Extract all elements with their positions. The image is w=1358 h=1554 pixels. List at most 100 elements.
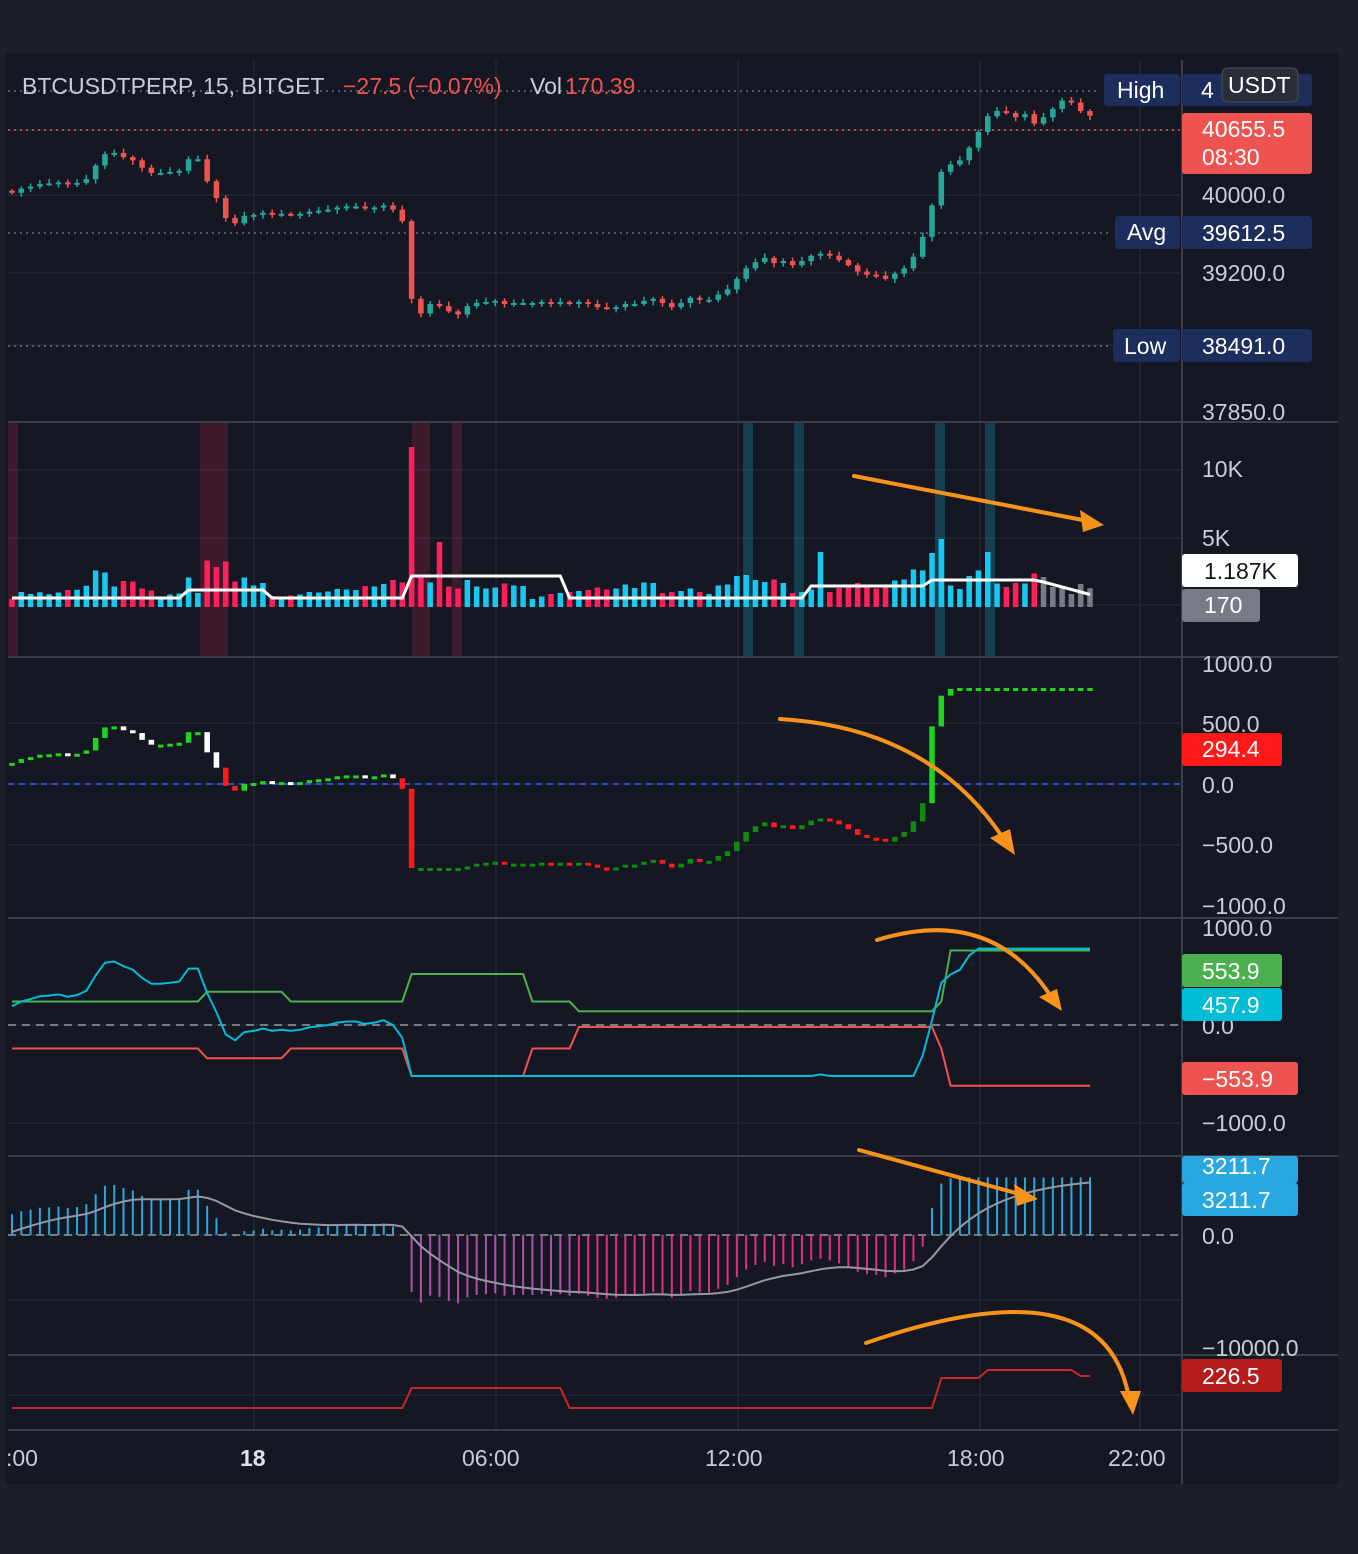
last-price-badge bbox=[1182, 113, 1312, 174]
price-panel[interactable] bbox=[8, 90, 1180, 347]
candle-body bbox=[910, 256, 917, 269]
osc1-bar bbox=[120, 726, 127, 731]
osc1-bar bbox=[557, 862, 564, 866]
candle-body bbox=[706, 299, 712, 302]
volume-bar bbox=[761, 582, 768, 607]
oscillator-1-axis[interactable]: 1000.0 500.0 294.4 0.0 −500.0 −1000.0 bbox=[1182, 651, 1286, 919]
oscillator-4-panel[interactable] bbox=[12, 1369, 1090, 1409]
candle-body bbox=[538, 301, 545, 304]
candle-body bbox=[1059, 100, 1065, 109]
candle-body bbox=[55, 182, 62, 185]
osc1-bar bbox=[585, 862, 591, 866]
candle-body bbox=[659, 298, 666, 303]
oscillator-3-axis[interactable]: 3211.7 3211.7 0.0 −10000.0 bbox=[1182, 1153, 1299, 1361]
osc1-bar bbox=[576, 862, 582, 866]
osc1-bar bbox=[343, 775, 350, 779]
candle-body bbox=[473, 302, 480, 307]
volume-bar bbox=[752, 580, 759, 607]
candle-body bbox=[120, 152, 127, 158]
volume-bar bbox=[464, 580, 471, 607]
candle-body bbox=[1077, 102, 1084, 111]
osc1-bar bbox=[427, 868, 433, 871]
osc1-bar bbox=[64, 753, 71, 757]
candle-body bbox=[724, 289, 731, 295]
volume-bar bbox=[836, 588, 842, 607]
volume-bar bbox=[910, 569, 917, 607]
osc4-value: 226.5 bbox=[1202, 1363, 1260, 1389]
volume-bar bbox=[213, 567, 220, 607]
osc2-down-arrow bbox=[875, 928, 1052, 997]
osc1-bar bbox=[455, 868, 461, 871]
osc3-down-arrow bbox=[857, 1148, 1025, 1197]
candle-body bbox=[185, 159, 192, 171]
osc1-bar bbox=[938, 695, 945, 727]
candle-body bbox=[64, 182, 71, 185]
osc1-tick-1000: 1000.0 bbox=[1202, 651, 1272, 677]
osc1-bar bbox=[334, 776, 341, 780]
osc1-bar bbox=[529, 863, 536, 867]
price-tick-37850: 37850.0 bbox=[1202, 399, 1285, 425]
volume-bar bbox=[994, 583, 1000, 607]
volume-bar bbox=[1087, 588, 1093, 607]
candle-body bbox=[585, 301, 591, 305]
candle-body bbox=[1040, 117, 1047, 124]
osc3-down-arrow-head bbox=[1014, 1184, 1038, 1206]
volume-bar bbox=[195, 593, 201, 607]
osc1-bar bbox=[157, 744, 164, 748]
volume-bar bbox=[957, 589, 963, 607]
oscillator-4-axis[interactable]: 226.5 bbox=[1182, 1359, 1282, 1392]
volume-bar bbox=[9, 599, 15, 607]
osc1-bar bbox=[669, 863, 675, 868]
osc1-bar bbox=[957, 688, 963, 691]
osc1-bar bbox=[538, 862, 545, 866]
osc1-bar bbox=[353, 775, 359, 779]
candle-body bbox=[83, 179, 90, 183]
osc1-bar bbox=[9, 762, 15, 766]
candle-body bbox=[985, 116, 991, 132]
oscillator-2-axis[interactable]: 1000.0 0.0 553.9 457.9 −553.9 −1000.0 bbox=[1182, 915, 1298, 1136]
osc1-bar bbox=[111, 726, 117, 730]
volume-highlight-cyan bbox=[794, 423, 804, 656]
candle-body bbox=[250, 214, 257, 217]
osc1-bar bbox=[27, 757, 34, 761]
candle-body bbox=[641, 300, 647, 305]
oscillator-2-panel[interactable] bbox=[8, 947, 1180, 1087]
candle-body bbox=[687, 297, 694, 303]
candle-body bbox=[380, 205, 387, 208]
volume-bar bbox=[511, 585, 517, 607]
currency-button[interactable] bbox=[1221, 67, 1299, 103]
volume-tick-5k: 5K bbox=[1202, 525, 1231, 551]
volume-highlight-red bbox=[8, 423, 18, 656]
osc1-bar bbox=[678, 863, 684, 868]
candle-body bbox=[111, 152, 117, 155]
osc2-line-badge bbox=[1182, 988, 1282, 1021]
osc1-down-arrow bbox=[778, 717, 1005, 840]
volume-axis[interactable]: 10K 5K 1.187K 170 bbox=[1182, 456, 1298, 622]
volume-bar bbox=[232, 581, 238, 607]
volume-bar bbox=[120, 581, 127, 607]
candle-body bbox=[873, 274, 880, 277]
osc1-down-arrow-head bbox=[990, 829, 1015, 855]
osc1-bar bbox=[325, 778, 331, 782]
candle-body bbox=[92, 165, 99, 180]
volume-bar bbox=[483, 588, 489, 607]
oscillator-3-panel[interactable] bbox=[8, 1177, 1180, 1304]
osc1-bar bbox=[288, 782, 294, 786]
osc1-bar bbox=[501, 861, 508, 865]
volume-bar bbox=[418, 576, 424, 607]
volume-bar bbox=[455, 588, 461, 607]
candle-body bbox=[464, 306, 471, 315]
time-axis[interactable]: :00 18 06:00 12:00 18:00 22:00 bbox=[6, 1445, 1166, 1471]
candle-body bbox=[362, 206, 368, 209]
osc4-value-badge bbox=[1182, 1359, 1282, 1392]
volume-bar bbox=[854, 583, 861, 607]
candle-body bbox=[390, 205, 396, 210]
osc1-bar bbox=[418, 868, 424, 871]
osc1-bar bbox=[222, 767, 229, 786]
volume-bar bbox=[1068, 594, 1075, 607]
osc1-bar bbox=[520, 863, 526, 867]
volume-panel[interactable] bbox=[8, 423, 1093, 656]
price-axis[interactable]: High 4 USDT 40655.5 08:30 40000.0 Avg 39… bbox=[1104, 67, 1312, 425]
osc2-signal-line bbox=[11, 947, 1090, 1077]
